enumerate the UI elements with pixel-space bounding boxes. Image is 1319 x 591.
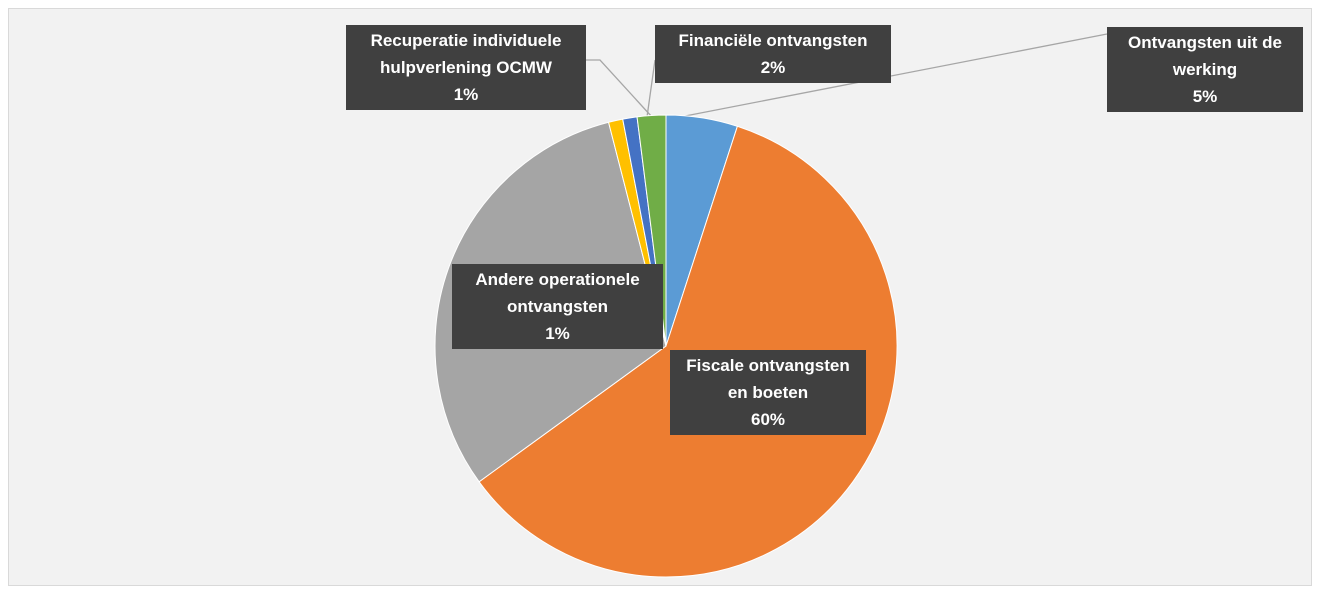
label-value: 5% [1192, 87, 1218, 106]
data-label: Recuperatie individuele hulpverlening OC… [346, 25, 586, 110]
leader-line [679, 33, 1108, 118]
leader-line [585, 59, 653, 118]
data-label: Andere operationele ontvangsten 1% [452, 264, 663, 349]
label-name: Financiële ontvangsten [678, 31, 868, 50]
label-value: 1% [545, 324, 570, 343]
data-label: Fiscale ontvangsten en boeten 60% [670, 350, 866, 435]
label-name: Andere operationele ontvangsten [475, 270, 640, 316]
label-name: Ontvangsten uit de werking [1128, 33, 1282, 79]
leader-line [646, 59, 656, 118]
data-label: Financiële ontvangsten 2% [655, 25, 891, 83]
label-value: 2% [760, 58, 786, 77]
label-name: Recuperatie individuele hulpverlening OC… [370, 31, 562, 77]
label-value: 1% [453, 85, 479, 104]
label-value: 60% [750, 410, 786, 429]
data-label: Ontvangsten uit de werking 5% [1107, 27, 1303, 112]
label-name: Fiscale ontvangsten en boeten [686, 356, 850, 402]
